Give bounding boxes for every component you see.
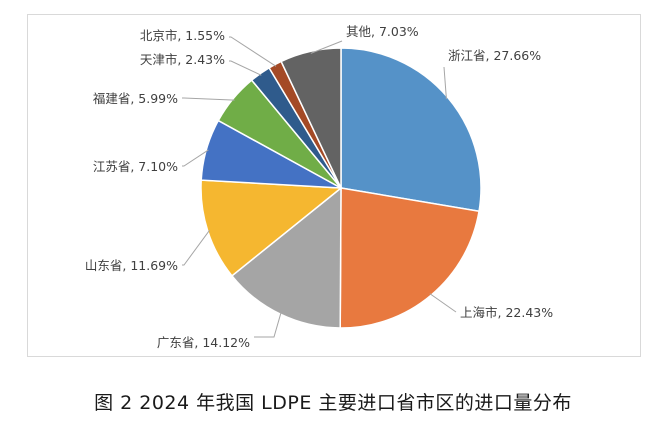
pie-slice-1 xyxy=(340,47,482,213)
leader-line-1 xyxy=(443,66,447,99)
leader-line-8 xyxy=(229,36,277,67)
slice-label-5: 江苏省, 7.10% xyxy=(93,159,178,174)
pie-slice-4 xyxy=(200,179,343,277)
chart-frame: 浙江省, 27.66% 上海市, 22.43% 广东省, 14.12% 山东省, 11… xyxy=(27,14,641,357)
pie-chart: 浙江省, 27.66% 上海市, 22.43% 广东省, 14.12% 山东省, 11… xyxy=(85,24,553,350)
leader-line-3 xyxy=(254,312,282,338)
slice-label-4: 山东省, 11.69% xyxy=(85,258,178,273)
leader-line-5 xyxy=(182,149,209,167)
leader-line-6 xyxy=(182,97,235,101)
slice-label-9: 其他, 7.03% xyxy=(346,24,419,39)
slice-label-1: 浙江省, 27.66% xyxy=(448,48,541,63)
leader-line-7 xyxy=(229,60,262,76)
slice-label-2: 上海市, 22.43% xyxy=(460,305,553,320)
pie-slice-9 xyxy=(280,47,342,189)
slice-label-6: 福建省, 5.99% xyxy=(93,91,178,106)
leader-line-2 xyxy=(429,293,457,313)
leader-line-4 xyxy=(182,229,211,266)
figure-caption: 图 2 2024 年我国 LDPE 主要进口省市区的进口量分布 xyxy=(94,392,572,414)
slice-label-7: 天津市, 2.43% xyxy=(140,52,225,67)
pie-slice-2 xyxy=(339,187,480,329)
slice-label-8: 北京市, 1.55% xyxy=(140,28,225,43)
slice-label-3: 广东省, 14.12% xyxy=(157,335,250,350)
leader-line-9 xyxy=(310,40,343,54)
